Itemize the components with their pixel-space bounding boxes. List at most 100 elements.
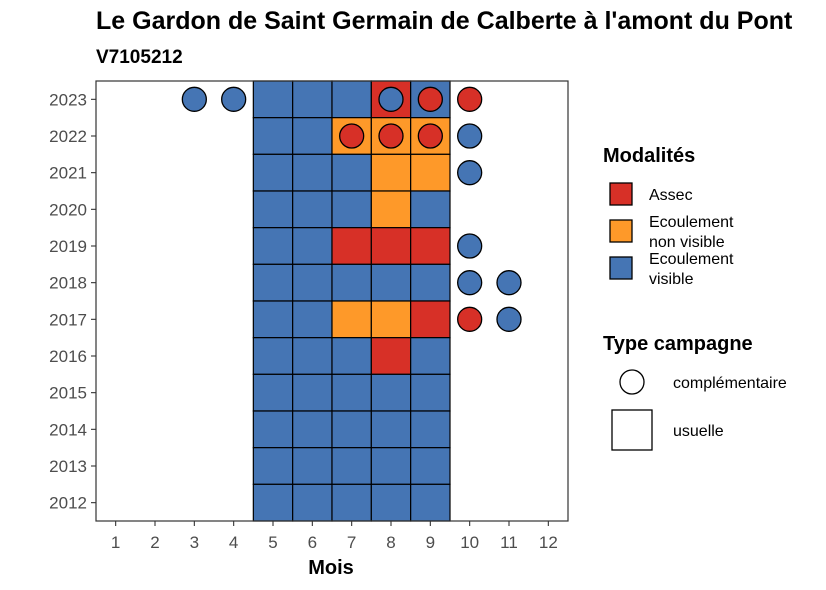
x-axis: 1 2 3 4 5 6 7 8 9 10 11 12 — [111, 521, 558, 552]
tile-2015-9 — [410, 373, 451, 412]
y-tick-label-2023: 2023 — [49, 90, 87, 109]
tile-2013-7 — [331, 447, 372, 485]
point-2021-10 — [457, 160, 483, 186]
legend-type-title: Type campagne — [603, 333, 753, 355]
chart-title: Le Gardon de Saint Germain de Calberte à… — [96, 7, 793, 35]
point-2022-7 — [339, 123, 365, 149]
legend-label-ecoulement-non-visible-1: non visible — [649, 234, 725, 251]
tile-2014-7 — [331, 410, 372, 449]
legend-label-ecoulement-non-visible-0: Ecoulement — [649, 214, 734, 231]
tile-2012-6 — [292, 483, 333, 522]
tile-2014-5 — [252, 410, 294, 449]
y-axis: 2012 2013 2014 2015 2016 2017 2018 2019 2020 2021… — [49, 90, 96, 513]
tile-2021-8 — [370, 153, 412, 192]
x-tick-label-12: 12 — [539, 533, 558, 552]
tile-2019-7 — [331, 227, 372, 265]
legend-type-campagne: Type campagne complémentaire usuelle — [603, 333, 787, 451]
panel-border — [95, 80, 569, 522]
tile-2013-9 — [410, 447, 451, 485]
x-tick-label-11: 11 — [500, 533, 518, 552]
y-tick-label-2018: 2018 — [49, 274, 87, 293]
point-2022-8 — [378, 123, 404, 149]
tile-2021-6 — [292, 153, 333, 192]
legend-modalites-title: Modalités — [603, 145, 695, 167]
tile-2021-7 — [331, 153, 372, 192]
tile-2013-6 — [292, 447, 333, 485]
x-tick-label-5: 5 — [268, 533, 277, 552]
tile-2017-9 — [410, 300, 451, 339]
tile-2014-6 — [292, 410, 333, 449]
tile-2018-8 — [370, 263, 412, 302]
tile-2018-6 — [292, 263, 333, 302]
tile-2017-6 — [292, 300, 333, 339]
y-tick-label-2022: 2022 — [49, 127, 87, 146]
tile-2019-6 — [292, 227, 333, 265]
tile-2018-9 — [410, 263, 451, 302]
tile-2017-5 — [252, 300, 294, 339]
y-tick-label-2019: 2019 — [49, 237, 87, 256]
tile-2018-5 — [252, 263, 294, 302]
x-tick-label-4: 4 — [229, 533, 238, 552]
tile-2016-9 — [410, 337, 451, 375]
tile-2020-8 — [370, 190, 412, 229]
legend-key-circle — [619, 369, 645, 395]
tile-2012-8 — [370, 483, 412, 522]
x-tick-label-7: 7 — [347, 533, 356, 552]
chart-subtitle: V7105212 — [96, 47, 183, 68]
y-tick-label-2021: 2021 — [49, 164, 87, 183]
tile-2019-8 — [370, 227, 412, 265]
tile-2020-6 — [292, 190, 333, 229]
tile-2021-5 — [252, 153, 294, 192]
x-tick-label-6: 6 — [308, 533, 317, 552]
tile-2022-6 — [292, 117, 333, 155]
point-2018-10 — [457, 270, 483, 296]
y-tick-label-2015: 2015 — [49, 384, 87, 403]
point-2022-10 — [457, 123, 483, 149]
point-2023-8 — [378, 86, 404, 112]
point-2023-4 — [221, 86, 247, 112]
tile-2015-6 — [292, 373, 333, 412]
tile-2023-5 — [252, 80, 294, 119]
usual-tiles-layer — [252, 80, 451, 522]
tile-2015-5 — [252, 373, 294, 412]
y-tick-label-2016: 2016 — [49, 347, 87, 366]
y-tick-label-2013: 2013 — [49, 457, 87, 476]
point-2023-3 — [181, 86, 207, 112]
x-axis-title: Mois — [308, 557, 354, 579]
legend-label-circle: complémentaire — [673, 375, 787, 392]
tile-2015-7 — [331, 373, 372, 412]
tile-2017-7 — [331, 300, 372, 339]
x-tick-label-10: 10 — [460, 533, 479, 552]
complementary-points-layer — [181, 86, 522, 332]
tile-2013-8 — [370, 447, 412, 485]
tile-2017-8 — [370, 300, 412, 339]
tile-2016-8 — [370, 337, 412, 375]
tile-2015-8 — [370, 373, 412, 412]
legend-key-assec — [609, 182, 633, 206]
point-2022-9 — [417, 123, 443, 149]
legend-label-ecoulement-visible-1: visible — [649, 271, 694, 288]
tile-2020-9 — [410, 190, 451, 229]
y-tick-label-2020: 2020 — [49, 200, 87, 219]
point-2023-9 — [417, 86, 443, 112]
tile-2014-9 — [410, 410, 451, 449]
tile-2019-9 — [410, 227, 451, 265]
x-tick-label-1: 1 — [111, 533, 120, 552]
point-2019-10 — [457, 233, 483, 259]
x-tick-label-3: 3 — [190, 533, 199, 552]
tile-2012-9 — [410, 483, 451, 522]
tile-2014-8 — [370, 410, 412, 449]
x-tick-label-8: 8 — [386, 533, 395, 552]
y-tick-label-2012: 2012 — [49, 494, 87, 513]
tile-2013-5 — [252, 447, 294, 485]
tile-2016-7 — [331, 337, 372, 375]
tile-2022-5 — [252, 117, 294, 155]
tile-2012-7 — [331, 483, 372, 522]
tile-2018-7 — [331, 263, 372, 302]
legend-label-square: usuelle — [673, 423, 724, 440]
legend-label-ecoulement-visible-0: Ecoulement — [649, 251, 734, 268]
legend-key-square — [611, 409, 653, 451]
legend-key-ecoulement-non-visible — [609, 219, 633, 243]
